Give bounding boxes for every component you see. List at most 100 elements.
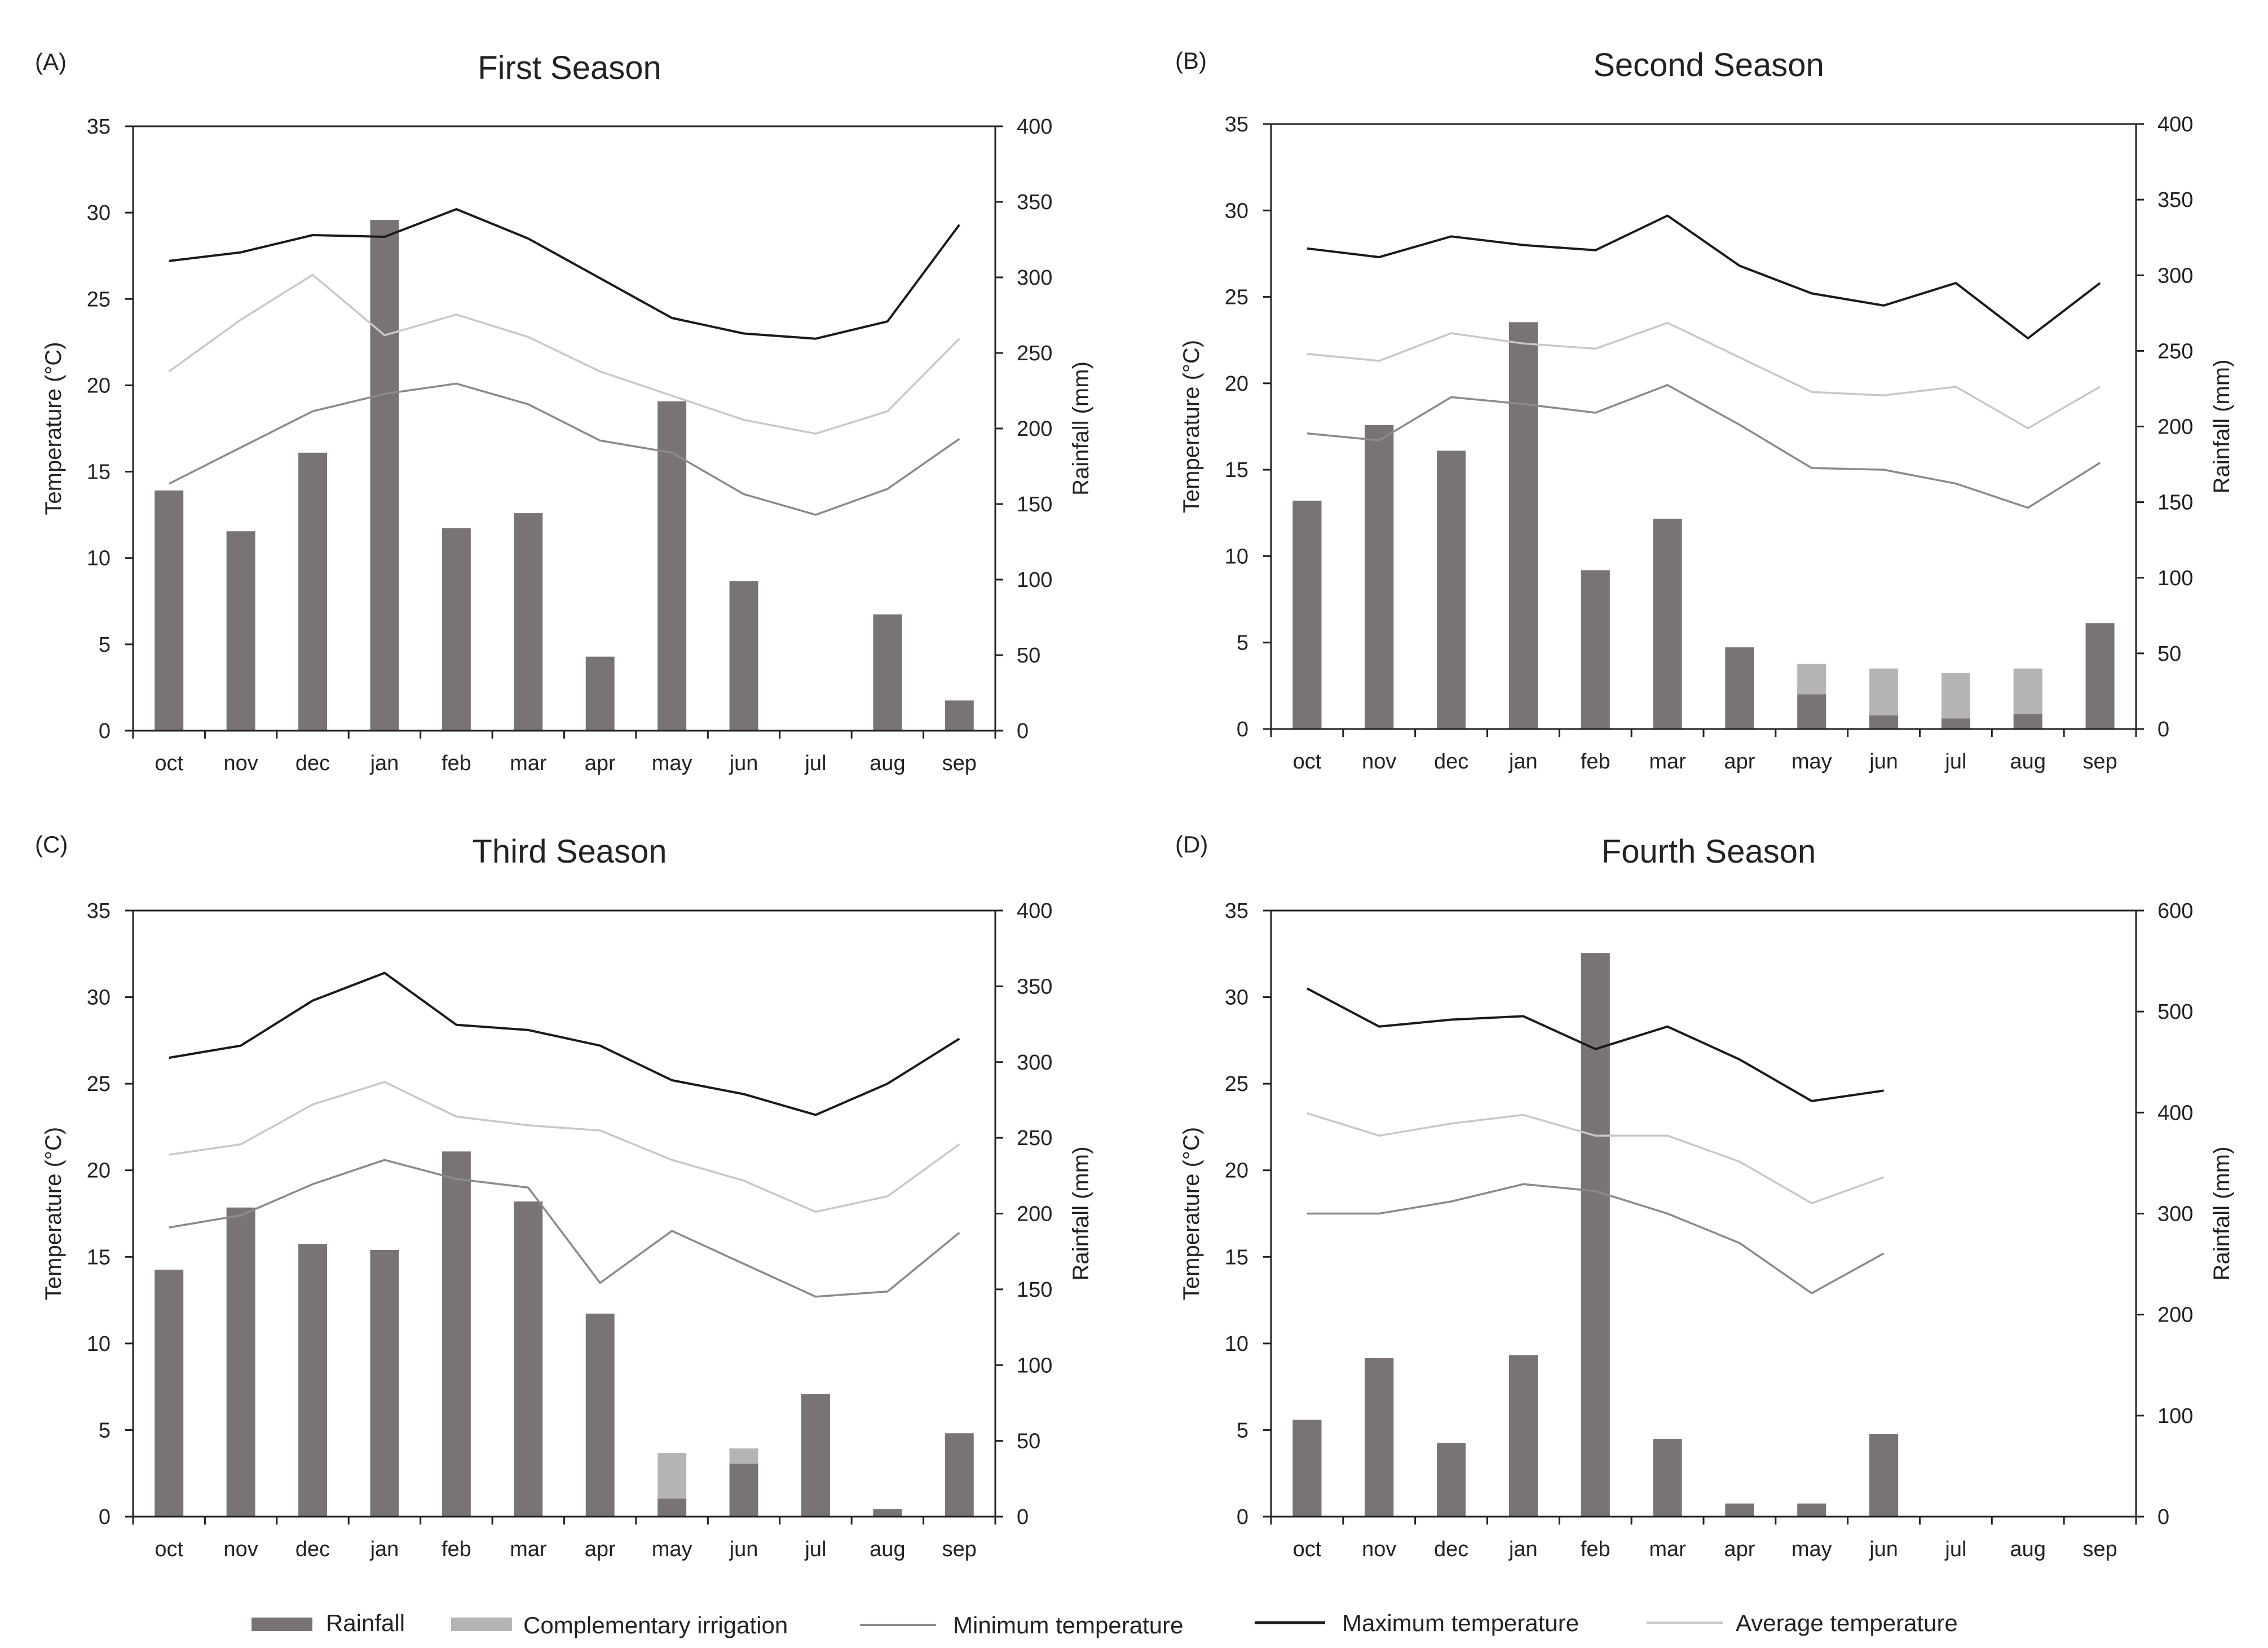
max-temp-line — [169, 971, 960, 1116]
y2-tick-label: 350 — [1017, 191, 1052, 214]
y2-axis-label: Rainfall (mm) — [2209, 360, 2234, 494]
rainfall-bar — [1365, 425, 1394, 729]
min-temp-line — [1307, 1183, 1885, 1294]
x-tick-label: jul — [1944, 750, 1966, 774]
y-tick-label: 10 — [87, 547, 111, 571]
rainfall-bar — [1437, 1443, 1466, 1517]
rainfall-bar — [226, 1207, 255, 1517]
avg-temp-line — [168, 273, 960, 435]
y2-tick-label: 300 — [1017, 266, 1052, 290]
panel-title: First Season — [478, 50, 661, 86]
y-tick-label: 35 — [87, 115, 111, 139]
x-tick-label: jun — [729, 1537, 758, 1561]
y2-tick-label: 100 — [2157, 1404, 2193, 1428]
rainfall-bar — [1797, 694, 1826, 729]
rainfall-bar — [442, 528, 471, 731]
rainfall-bar — [1581, 570, 1610, 729]
panels: (A) First Season0510152025303505010015020… — [35, 47, 2234, 1561]
rainfall-bar — [2013, 714, 2042, 729]
rainfall-bar — [585, 1313, 615, 1517]
legend-irrigation-label: Complementary irrigation — [523, 1612, 788, 1638]
x-tick-label: sep — [942, 752, 977, 775]
rainfall-bar — [514, 513, 543, 731]
rainfall-bar — [370, 1250, 399, 1517]
rainfall-bar — [442, 1151, 471, 1517]
y-tick-label: 10 — [1225, 1332, 1248, 1356]
rainfall-bar — [729, 1463, 758, 1517]
y2-tick-label: 350 — [2157, 188, 2193, 212]
y2-tick-label: 50 — [1017, 644, 1040, 668]
rainfall-bar — [1653, 1439, 1682, 1517]
rainfall-bar — [1725, 647, 1754, 729]
max-temp-line — [1306, 987, 1884, 1102]
y2-tick-label: 200 — [2157, 1304, 2193, 1327]
x-tick-label: apr — [1724, 750, 1755, 774]
x-tick-label: feb — [442, 752, 471, 775]
y-tick-label: 15 — [1225, 1245, 1248, 1269]
x-tick-label: may — [652, 752, 692, 775]
x-tick-label: aug — [2010, 750, 2046, 774]
y2-tick-label: 50 — [1017, 1430, 1040, 1453]
y2-tick-label: 150 — [2157, 491, 2193, 515]
avg-temp-line — [1307, 1112, 1885, 1204]
y-tick-label: 25 — [87, 1072, 111, 1096]
y-tick-label: 5 — [99, 633, 111, 657]
y-tick-label: 0 — [1237, 1505, 1248, 1529]
legend-rainfall-swatch — [251, 1618, 312, 1631]
rainfall-bar — [1581, 953, 1610, 1517]
y-tick-label: 20 — [1225, 1159, 1248, 1183]
chart-panel: (C) Third Season0510152025303505010015020… — [35, 831, 1093, 1561]
y2-tick-label: 200 — [2157, 416, 2193, 439]
x-tick-label: nov — [1362, 750, 1396, 774]
y-tick-label: 5 — [1237, 1419, 1248, 1442]
x-tick-label: mar — [1649, 1537, 1686, 1561]
x-tick-label: jan — [1508, 1537, 1538, 1561]
panel-letter: (A) — [35, 48, 67, 75]
x-tick-label: oct — [1293, 750, 1322, 774]
y2-tick-label: 200 — [1017, 417, 1052, 441]
rainfall-bar — [298, 452, 328, 731]
y-axis-label: Temperature (°C) — [1179, 1127, 1204, 1300]
rainfall-bar — [945, 700, 974, 731]
rainfall-bar — [1725, 1503, 1754, 1517]
rainfall-bar — [873, 614, 902, 731]
y-tick-label: 30 — [87, 201, 111, 225]
y2-tick-label: 500 — [2157, 1000, 2193, 1024]
legend-avg-temp-label: Average temperature — [1736, 1610, 1958, 1636]
rainfall-bar — [1508, 322, 1538, 729]
y-axis-label: Temperature (°C) — [41, 1127, 66, 1300]
y-tick-label: 15 — [87, 461, 111, 484]
y-tick-label: 25 — [1225, 286, 1248, 310]
panel-letter: (B) — [1175, 47, 1207, 74]
legend-irrigation-swatch — [451, 1618, 512, 1631]
x-tick-label: feb — [1581, 1537, 1610, 1561]
panel-title: Third Season — [473, 833, 667, 870]
rainfall-bar — [658, 401, 687, 731]
x-tick-label: apr — [585, 1537, 616, 1561]
y2-tick-label: 100 — [1017, 1354, 1052, 1377]
y2-tick-label: 0 — [1017, 719, 1029, 743]
rainfall-bar — [1653, 519, 1682, 729]
y-tick-label: 25 — [87, 288, 111, 311]
y-tick-label: 5 — [99, 1419, 111, 1442]
rainfall-bar — [729, 581, 758, 731]
x-tick-label: aug — [870, 1537, 905, 1561]
x-tick-label: oct — [155, 1537, 183, 1561]
legend-min-temp-label: Minimum temperature — [953, 1612, 1183, 1638]
rainfall-bar — [873, 1509, 902, 1517]
y2-tick-label: 150 — [1017, 1278, 1052, 1302]
irrigation-bar — [658, 1453, 687, 1499]
panel-letter: (D) — [1175, 831, 1208, 858]
irrigation-bar — [1869, 668, 1899, 715]
y-tick-label: 5 — [1237, 631, 1248, 655]
rainfall-bar — [514, 1201, 543, 1517]
y2-tick-label: 100 — [2157, 567, 2193, 590]
y-tick-label: 10 — [87, 1332, 111, 1356]
rainfall-bar — [1437, 450, 1466, 729]
min-temp-line — [168, 382, 960, 516]
y-tick-label: 30 — [1225, 986, 1248, 1010]
y2-tick-label: 250 — [2157, 339, 2193, 363]
rainfall-bar — [155, 490, 184, 731]
